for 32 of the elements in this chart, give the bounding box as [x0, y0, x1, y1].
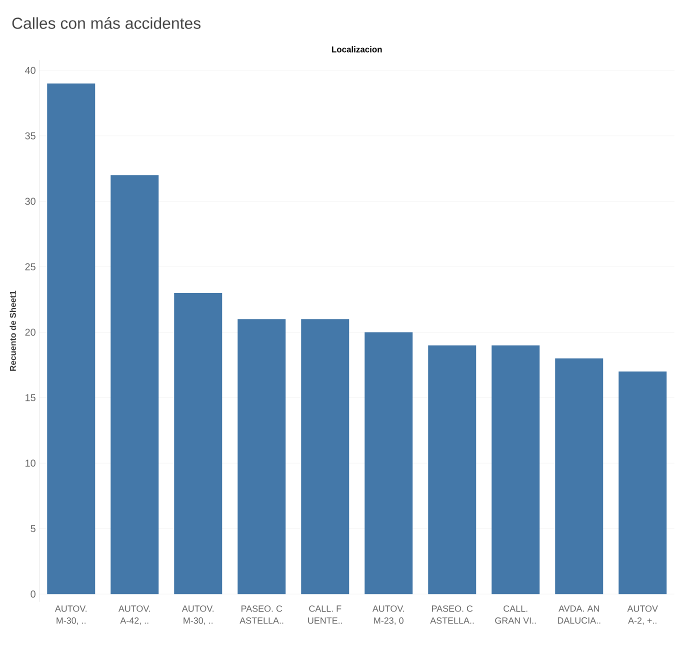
- bar: [555, 358, 604, 594]
- chart-title: Calles con más accidentes: [12, 17, 201, 29]
- x-tick-label: AUTOV. A-42, ..: [118, 605, 150, 625]
- y-tick-label: 35: [25, 132, 36, 140]
- y-tick-label: 10: [26, 460, 36, 467]
- bar: [110, 175, 159, 594]
- bar: [364, 332, 413, 594]
- bar: [492, 345, 540, 594]
- y-tick-label: 40: [25, 66, 36, 74]
- x-tick-label: AUTOV. M-23, 0: [372, 605, 404, 625]
- y-tick-label: 20: [25, 328, 36, 336]
- x-tick-label: AUTOV A-2, +..: [627, 605, 658, 625]
- y-tick-label: 5: [30, 525, 36, 532]
- bar: [301, 319, 350, 594]
- x-tick-label: CALL. F UENTE..: [308, 605, 342, 624]
- x-tick-label: AUTOV. M-30, ..: [182, 605, 214, 625]
- y-tick-label: 25: [25, 263, 36, 270]
- y-axis-title: Recuento de Sheet1: [10, 290, 16, 371]
- y-tick-label: 15: [26, 394, 36, 402]
- bar: [47, 83, 96, 594]
- y-tick-label: 30: [25, 198, 36, 205]
- bar: [174, 292, 222, 594]
- x-tick-label: AUTOV. M-30, ..: [54, 605, 87, 625]
- x-tick-label: CALL. GRAN VI..: [495, 605, 536, 624]
- bar: [238, 319, 286, 594]
- bar: [618, 372, 667, 594]
- x-axis-title: Localizacion: [332, 46, 382, 52]
- x-tick-label: PASEO. C ASTELLA..: [430, 605, 474, 624]
- bar: [428, 345, 476, 594]
- y-tick-label: 0: [30, 590, 36, 598]
- x-tick-label: PASEO. C ASTELLA..: [240, 605, 284, 624]
- x-tick-label: AVDA. AN DALUCIA..: [558, 605, 600, 624]
